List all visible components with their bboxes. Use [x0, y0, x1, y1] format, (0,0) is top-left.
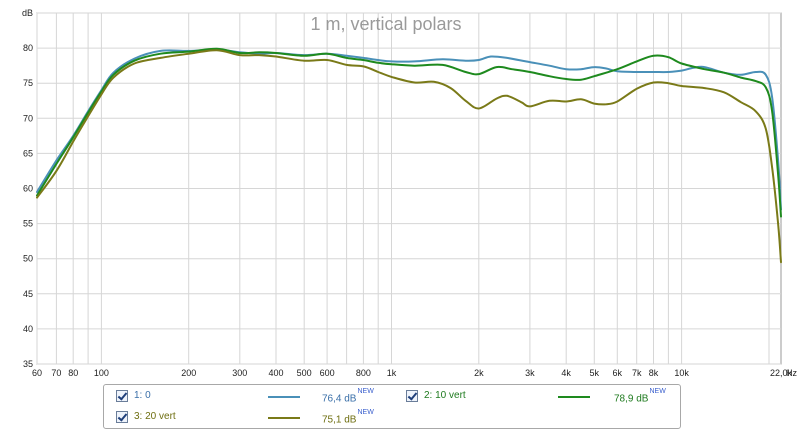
x-tick-label: 2k	[474, 368, 484, 378]
x-tick-label: 200	[181, 368, 196, 378]
series-line-2	[36, 47, 782, 218]
y-tick-label: 40	[23, 324, 33, 334]
new-badge-1: NEW	[357, 388, 374, 395]
legend-item-2[interactable]: 3: 20 vert 75,1 dBNEW	[116, 409, 396, 428]
legend-label-2: 2: 10 vert	[424, 390, 466, 401]
new-badge-3: NEW	[357, 409, 374, 416]
x-tick-label: 3k	[525, 368, 535, 378]
x-tick-label: 400	[269, 368, 284, 378]
legend-swatch-2	[558, 396, 590, 398]
legend-label-3: 3: 20 vert	[134, 411, 176, 422]
legend-item-0[interactable]: 1: 0 76,4 dBNEW	[116, 388, 396, 407]
legend-value-2: 78,9 dBNEW	[614, 388, 666, 405]
x-tick-label: 80	[68, 368, 78, 378]
y-tick-label: 70	[23, 113, 33, 123]
series-line-1	[36, 48, 782, 211]
x-tick-label: 800	[356, 368, 371, 378]
new-badge-2: NEW	[649, 388, 666, 395]
x-tick-label: 100	[94, 368, 109, 378]
y-tick-label: 55	[23, 219, 33, 229]
y-tick-label: 60	[23, 184, 33, 194]
x-tick-label: 500	[297, 368, 312, 378]
legend-label-1: 1: 0	[134, 390, 151, 401]
checkbox-1[interactable]	[116, 390, 128, 402]
chart-title: 1 m, vertical polars	[310, 14, 461, 34]
y-tick-label: 45	[23, 289, 33, 299]
y-tick-label: 75	[23, 78, 33, 88]
x-axis-ticks: 60 70 80 100 200 300 400 500 600 800 1k 2k 3k 4k 5k 6k 7…	[32, 368, 793, 378]
x-tick-label: 8k	[649, 368, 659, 378]
x-tick-label: 5k	[590, 368, 600, 378]
x-tick-label: 1k	[387, 368, 397, 378]
y-axis-ticks: 35 40 45 50 55 60 65 70 75 80 dB	[22, 8, 33, 369]
x-tick-label: 300	[232, 368, 247, 378]
series-line-3	[36, 49, 782, 264]
x-tick-label: 10k	[674, 368, 689, 378]
legend-value-3: 75,1 dBNEW	[322, 409, 374, 426]
x-tick-label: 4k	[561, 368, 571, 378]
x-tick-label: 22,0k	[770, 368, 793, 378]
x-tick-label: 70	[51, 368, 61, 378]
x-tick-label: 60	[32, 368, 42, 378]
checkbox-3[interactable]	[116, 411, 128, 423]
x-tick-label: 6k	[613, 368, 623, 378]
y-tick-label: 50	[23, 254, 33, 264]
y-tick-label: 35	[23, 359, 33, 369]
legend-swatch-1	[268, 396, 300, 398]
y-tick-label: 80	[23, 43, 33, 53]
series-lines	[36, 47, 782, 264]
y-tick-label: dB	[22, 8, 33, 18]
legend-item-1[interactable]: 2: 10 vert 78,9 dBNEW	[406, 388, 676, 407]
checkbox-2[interactable]	[406, 390, 418, 402]
legend: 1: 0 76,4 dBNEW 2: 10 vert 78,9 dBNEW 3:…	[103, 384, 681, 429]
y-tick-label: 65	[23, 148, 33, 158]
x-axis-unit: Hz	[786, 368, 797, 378]
x-tick-label: 7k	[632, 368, 642, 378]
x-tick-label: 600	[320, 368, 335, 378]
legend-swatch-3	[268, 417, 300, 419]
legend-value-1: 76,4 dBNEW	[322, 388, 374, 405]
grid-lines	[36, 12, 781, 365]
